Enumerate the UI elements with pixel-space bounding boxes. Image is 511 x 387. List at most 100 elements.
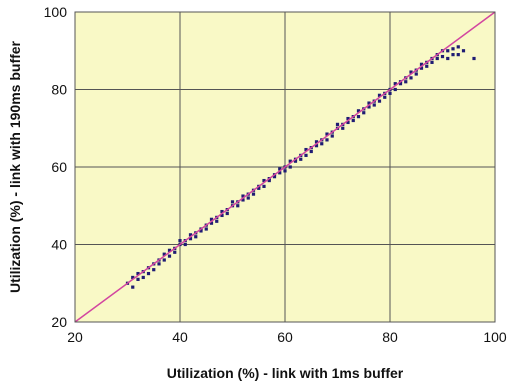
data-point	[330, 134, 334, 138]
data-point	[194, 235, 198, 239]
data-point	[220, 213, 224, 218]
data-point	[246, 196, 250, 200]
data-point	[225, 211, 229, 216]
data-point	[461, 49, 466, 53]
data-point	[309, 149, 313, 154]
data-point	[435, 56, 439, 61]
data-point	[278, 171, 282, 175]
x-tick-label: 100	[483, 329, 507, 345]
data-point	[456, 53, 460, 57]
data-point	[262, 184, 266, 188]
data-point	[341, 126, 345, 130]
data-point	[393, 87, 397, 92]
x-tick-label: 60	[277, 329, 293, 345]
data-point	[299, 157, 303, 161]
data-point	[325, 132, 329, 136]
data-point	[152, 268, 156, 272]
data-point	[241, 198, 245, 202]
data-point	[383, 95, 387, 99]
data-point	[367, 105, 371, 109]
data-point	[188, 237, 193, 241]
data-point	[414, 72, 418, 76]
data-point	[346, 120, 350, 125]
data-point	[204, 227, 208, 231]
data-point	[283, 169, 287, 173]
data-point	[167, 254, 172, 258]
data-point	[209, 221, 214, 225]
data-point	[278, 167, 282, 171]
data-point	[199, 229, 203, 233]
data-point	[131, 275, 135, 280]
data-point	[367, 101, 371, 105]
data-point	[136, 271, 140, 276]
data-point	[451, 53, 455, 57]
data-point	[215, 219, 219, 223]
data-point	[388, 91, 392, 95]
data-point	[183, 242, 187, 247]
data-point	[377, 93, 382, 97]
data-point	[372, 103, 376, 107]
data-point	[377, 99, 382, 103]
data-point	[157, 262, 161, 266]
data-point	[419, 66, 424, 70]
x-tick-label: 80	[382, 329, 398, 345]
y-tick-label: 40	[51, 237, 67, 253]
data-point	[288, 165, 292, 169]
x-tick-label: 40	[172, 329, 188, 345]
data-point	[409, 76, 413, 80]
x-tick-label: 20	[67, 329, 83, 345]
data-point	[304, 153, 308, 157]
data-point	[346, 116, 350, 121]
data-point	[451, 47, 455, 51]
data-point	[162, 258, 166, 262]
data-point	[456, 45, 460, 49]
data-point	[404, 80, 408, 84]
x-axis-ticks: 20 40 60 80 100	[67, 329, 507, 345]
data-point	[314, 144, 319, 148]
y-tick-label: 80	[51, 82, 67, 98]
data-point	[472, 56, 476, 61]
data-point	[236, 204, 240, 208]
data-point	[335, 122, 340, 126]
data-point	[272, 175, 277, 179]
data-point	[362, 111, 366, 115]
data-point	[356, 109, 361, 113]
data-point	[356, 115, 361, 119]
y-axis-ticks: 20 40 60 80 100	[44, 4, 68, 330]
data-point	[393, 82, 397, 86]
data-point	[136, 277, 140, 281]
data-point	[320, 142, 324, 146]
data-point	[288, 159, 292, 163]
data-point	[141, 275, 145, 280]
y-axis-title: Utilization (%) - link with 190ms buffer	[7, 40, 23, 293]
data-point	[188, 233, 193, 237]
y-tick-label: 100	[44, 4, 68, 20]
plot-frame	[74, 11, 496, 323]
data-point	[173, 250, 177, 254]
data-point	[351, 118, 355, 123]
data-point	[293, 159, 298, 163]
data-point	[409, 70, 413, 74]
data-point	[209, 217, 214, 221]
data-point	[241, 194, 245, 198]
data-point	[167, 248, 172, 252]
data-point	[178, 239, 182, 243]
data-point	[162, 252, 166, 256]
data-point	[314, 140, 319, 144]
y-tick-label: 20	[51, 314, 67, 330]
data-point	[419, 62, 424, 66]
data-point	[220, 209, 224, 214]
data-point	[440, 54, 445, 59]
x-axis-title: Utilization (%) - link with 1ms buffer	[167, 365, 404, 381]
data-point	[425, 64, 429, 68]
data-point	[430, 60, 434, 64]
data-point	[325, 138, 329, 142]
data-point	[257, 186, 261, 190]
data-point	[146, 271, 151, 276]
y-tick-label: 60	[51, 159, 67, 175]
data-point	[398, 82, 403, 86]
data-point	[446, 56, 450, 61]
data-point	[251, 192, 256, 196]
data-point	[446, 49, 450, 53]
